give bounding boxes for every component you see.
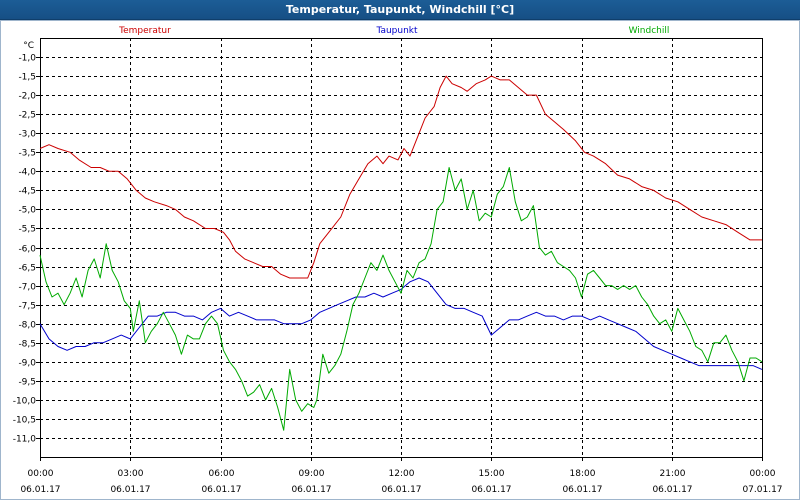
x-tick-time-label: 09:00	[299, 469, 325, 479]
legend: Temperatur Taupunkt Windchill	[118, 26, 669, 36]
y-tick-label: -3,5	[18, 149, 36, 159]
y-tick-label: -8,5	[18, 340, 36, 350]
series-line-temperatur	[39, 75, 762, 279]
y-tick-label: -3,0	[18, 130, 36, 140]
y-tick-label: -10,0	[13, 397, 37, 407]
x-tick-date-label: 06.01.17	[291, 485, 331, 495]
y-tick-label: -7,5	[18, 302, 36, 312]
x-axis-ticks: 00:00 06.01.17 03:00 06.01.17 06:00 06.01.17 0…	[20, 457, 783, 495]
y-tick-label: -10,5	[13, 416, 36, 426]
y-tick-label: -7,0	[18, 283, 36, 293]
legend-temperatur: Temperatur	[118, 26, 171, 36]
y-tick-label: -11,0	[13, 435, 37, 445]
legend-taupunkt: Taupunkt	[375, 26, 418, 36]
y-tick-label: -6,0	[18, 245, 36, 255]
x-tick-time-label: 00:00	[28, 469, 54, 479]
x-tick-date-label: 07.01.17	[742, 485, 782, 495]
x-tick-date-label: 06.01.17	[562, 485, 602, 495]
x-tick-time-label: 18:00	[570, 469, 596, 479]
y-tick-label: -6,5	[18, 264, 36, 274]
window-title-bar: Temperatur, Taupunkt, Windchill [°C]	[0, 0, 800, 20]
x-tick-date-label: 06.01.17	[652, 485, 692, 495]
y-tick-label: -9,5	[18, 378, 36, 388]
series-line-taupunkt	[39, 277, 763, 370]
y-tick-label: -1,5	[18, 73, 36, 83]
y-tick-label: -2,5	[18, 111, 36, 121]
legend-windchill: Windchill	[629, 26, 670, 36]
y-axis-ticks: -1,0 -1,5 -2,0 -2,5 -3,0 -3,5 -4,0 -4,5 -5,0 -5,5…	[13, 54, 40, 445]
y-axis-unit-label: °C	[23, 41, 34, 51]
x-tick-time-label: 21:00	[660, 469, 686, 479]
x-tick-time-label: 06:00	[209, 469, 235, 479]
x-tick-time-label: 15:00	[479, 469, 505, 479]
x-tick-date-label: 06.01.17	[381, 485, 421, 495]
y-tick-label: -1,0	[18, 54, 36, 64]
x-tick-time-label: 03:00	[118, 469, 144, 479]
y-tick-label: -2,0	[18, 92, 36, 102]
window-title: Temperatur, Taupunkt, Windchill [°C]	[285, 3, 515, 16]
grid-lines	[40, 38, 762, 457]
x-tick-time-label: 00:00	[750, 469, 776, 479]
y-tick-label: -8,0	[18, 321, 36, 331]
y-tick-label: -4,5	[18, 187, 36, 197]
y-tick-label: -4,0	[18, 168, 36, 178]
x-tick-time-label: 12:00	[389, 469, 415, 479]
data-series	[39, 75, 763, 431]
x-tick-date-label: 06.01.17	[471, 485, 511, 495]
y-tick-label: -5,0	[18, 206, 36, 216]
x-tick-date-label: 06.01.17	[201, 485, 241, 495]
x-tick-date-label: 06.01.17	[110, 485, 150, 495]
y-tick-label: -9,0	[18, 359, 36, 369]
y-tick-label: -5,5	[18, 225, 36, 235]
x-tick-date-label: 06.01.17	[20, 485, 60, 495]
series-line-windchill	[39, 167, 763, 431]
